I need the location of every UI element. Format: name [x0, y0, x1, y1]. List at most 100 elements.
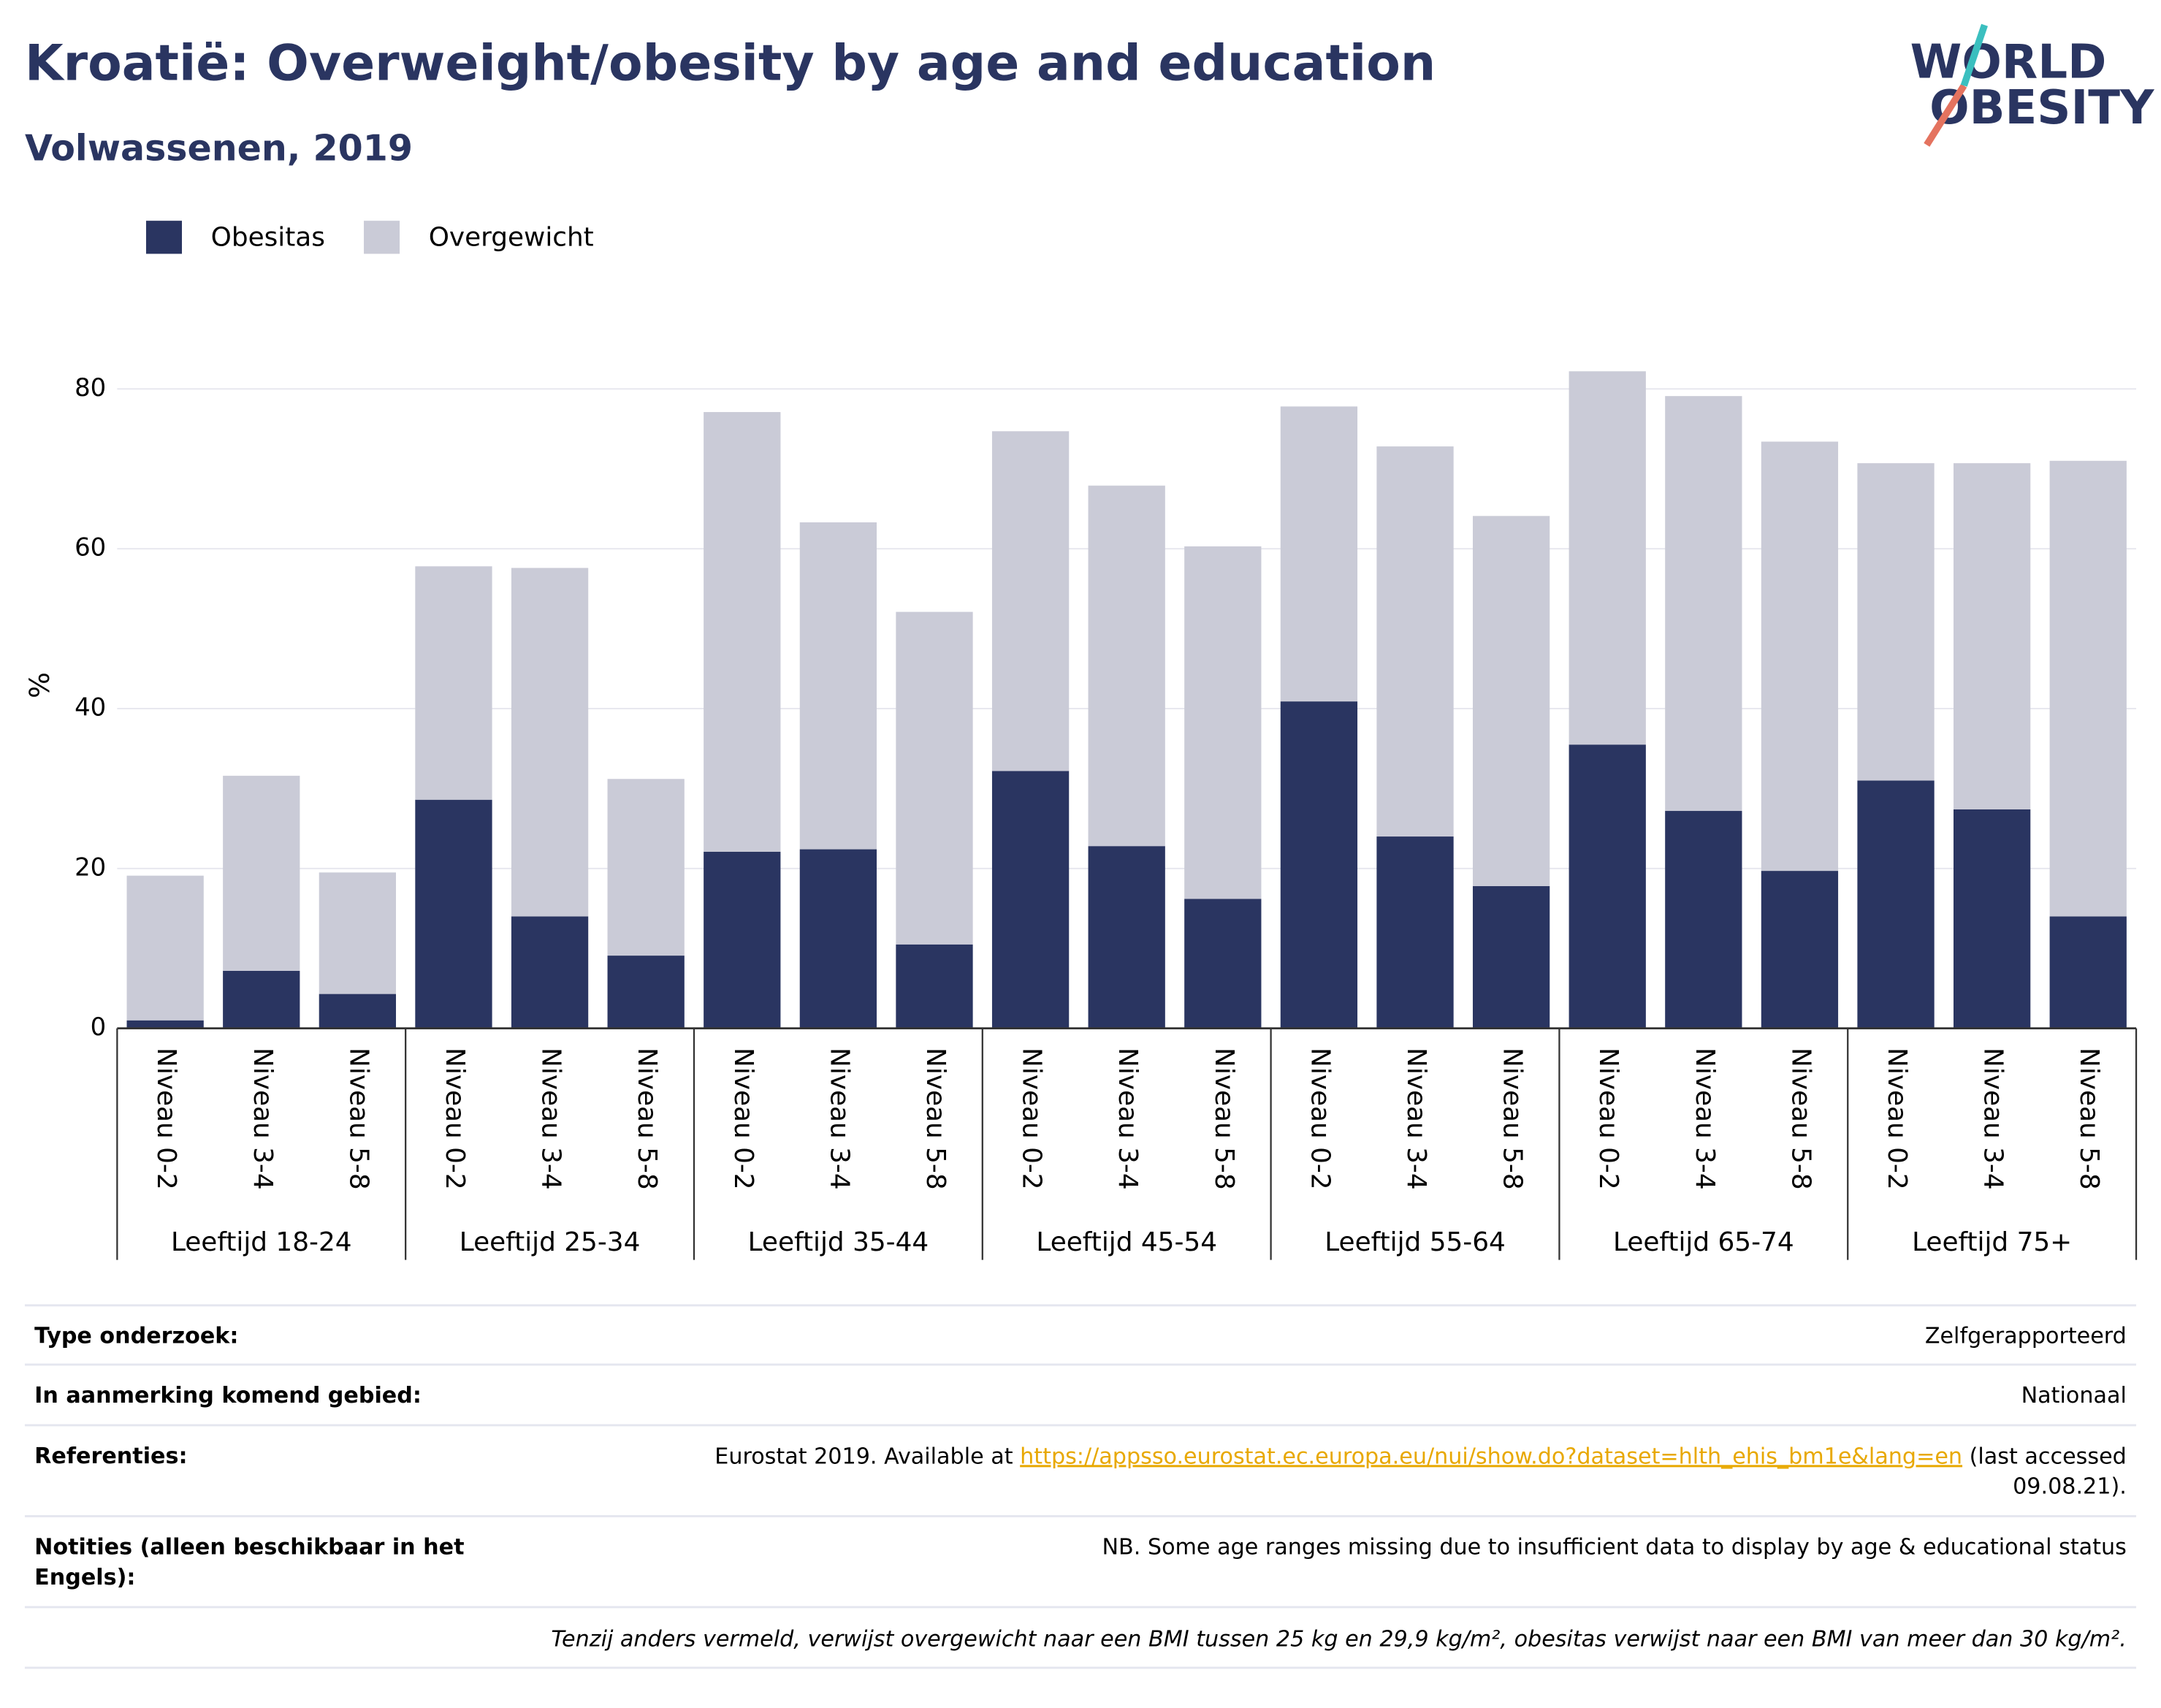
- footnote: Tenzij anders vermeld, verwijst overgewi…: [551, 1627, 2126, 1652]
- bar-segment: [704, 851, 781, 1029]
- bar-segment: [1569, 744, 1646, 1029]
- row-label: Referenties:: [34, 1444, 187, 1469]
- group-label: Leeftijd 18-24: [171, 1227, 352, 1257]
- bar-segment: [1472, 516, 1550, 886]
- row-label: Engels):: [34, 1565, 135, 1590]
- bar-segment: [415, 799, 492, 1029]
- bar-segment: [1761, 441, 1839, 872]
- x-tick-label: Niveau 5-8: [2074, 1048, 2104, 1190]
- bar-segment: [1376, 446, 1454, 837]
- bar-segment: [1184, 546, 1262, 899]
- x-tick-label: Niveau 3-4: [1978, 1048, 2008, 1190]
- bar-segment: [1857, 780, 1935, 1029]
- legend-swatch: [364, 221, 400, 254]
- y-axis-label: %: [23, 672, 56, 698]
- y-tick-label: 40: [75, 693, 106, 722]
- logo: WORLD OBESITY: [1910, 23, 2155, 147]
- row-value: NB. Some age ranges missing due to insuf…: [1102, 1534, 2126, 1560]
- x-tick-label: Niveau 5-8: [1498, 1048, 1528, 1190]
- x-tick-label: Niveau 3-4: [536, 1048, 566, 1190]
- bar-segment: [1953, 463, 2031, 809]
- bar-segment: [607, 956, 685, 1029]
- bar-segment: [319, 994, 397, 1029]
- x-tick-label: Niveau 3-4: [1401, 1048, 1431, 1190]
- group-label: Leeftijd 75+: [1912, 1227, 2072, 1257]
- bar-segment: [607, 779, 685, 956]
- group-label: Leeftijd 25-34: [460, 1227, 641, 1257]
- x-tick-label: Niveau 5-8: [632, 1048, 662, 1190]
- chart-subtitle: Volwassenen, 2019: [25, 126, 413, 169]
- bar-segment: [1184, 899, 1262, 1029]
- bar-segment: [991, 771, 1070, 1029]
- bar-segment: [511, 916, 589, 1029]
- bar-segment: [1088, 846, 1165, 1029]
- x-tick-label: Niveau 5-8: [1209, 1048, 1239, 1190]
- row-value-text: Eurostat 2019. Available at: [714, 1444, 1020, 1469]
- group-label: Leeftijd 45-54: [1036, 1227, 1217, 1257]
- group-label: Leeftijd 35-44: [748, 1227, 929, 1257]
- bar-segment: [1857, 463, 1935, 781]
- bar-segment: [511, 568, 589, 917]
- x-tick-label: Niveau 3-4: [1113, 1048, 1143, 1190]
- bar-segment: [2049, 460, 2127, 917]
- x-tick-label: Niveau 5-8: [921, 1048, 950, 1190]
- y-tick-label: 0: [91, 1013, 107, 1042]
- bar-segment: [1472, 885, 1550, 1029]
- bar-segment: [704, 412, 781, 852]
- bar-segment: [896, 944, 973, 1029]
- x-tick-label: Niveau 0-2: [1593, 1048, 1623, 1190]
- bar-segment: [415, 566, 492, 800]
- legend-label: Obesitas: [211, 223, 325, 253]
- bar-segment: [1953, 809, 2031, 1029]
- legend-label: Overgewicht: [429, 223, 594, 253]
- x-tick-label: Niveau 5-8: [1785, 1048, 1815, 1190]
- row-value: Zelfgerapporteerd: [1925, 1324, 2127, 1349]
- bar-segment: [223, 970, 300, 1029]
- bar-segment: [1761, 871, 1839, 1029]
- x-tick-label: Niveau 0-2: [1305, 1048, 1335, 1190]
- y-tick-label: 80: [75, 373, 106, 403]
- row-value: Eurostat 2019. Available at https://apps…: [714, 1444, 2127, 1469]
- row-label: Type onderzoek:: [34, 1324, 238, 1349]
- x-tick-label: Niveau 0-2: [440, 1048, 470, 1190]
- bar-segment: [1376, 836, 1454, 1029]
- row-value-text: (last accessed: [1962, 1444, 2127, 1469]
- bar-segment: [1665, 396, 1742, 812]
- y-tick-label: 60: [75, 533, 106, 563]
- bar-segment: [1088, 485, 1165, 847]
- x-tick-label: Niveau 0-2: [1882, 1048, 1912, 1190]
- bar-segment: [2049, 916, 2127, 1029]
- row-label: In aanmerking komend gebied:: [34, 1383, 422, 1408]
- x-tick-label: Niveau 3-4: [824, 1048, 854, 1190]
- logo-text: OBESITY: [1929, 80, 2155, 135]
- logo-slash: [1924, 83, 1967, 147]
- x-tick-label: Niveau 3-4: [248, 1048, 278, 1190]
- group-label: Leeftijd 65-74: [1613, 1227, 1794, 1257]
- group-label: Leeftijd 55-64: [1325, 1227, 1506, 1257]
- x-tick-label: Niveau 5-8: [343, 1048, 373, 1190]
- bar-segment: [126, 1020, 204, 1029]
- bar-segment: [896, 611, 973, 945]
- reference-link: https://appsso.eurostat.ec.europa.eu/nui…: [1020, 1444, 1962, 1469]
- y-tick-label: 20: [75, 853, 106, 882]
- bar-segment: [1569, 371, 1646, 745]
- bar-segment: [126, 875, 204, 1021]
- legend-swatch: [145, 221, 183, 254]
- logo-slash: [1960, 23, 1988, 87]
- bar-segment: [799, 849, 877, 1029]
- x-tick-label: Niveau 0-2: [151, 1048, 181, 1190]
- x-tick-label: Niveau 3-4: [1690, 1048, 1720, 1190]
- x-tick-label: Niveau 0-2: [1017, 1048, 1047, 1190]
- bar-segment: [799, 522, 877, 850]
- x-tick-label: Niveau 0-2: [728, 1048, 758, 1190]
- bar-segment: [1280, 701, 1358, 1029]
- bar-segment: [223, 775, 300, 971]
- bar-segment: [991, 431, 1070, 771]
- bar-segment: [319, 872, 397, 994]
- row-label: Notities (alleen beschikbaar in het: [34, 1534, 464, 1560]
- bar-segment: [1665, 811, 1742, 1029]
- row-value: Nationaal: [2021, 1383, 2127, 1408]
- bar-segment: [1280, 406, 1358, 702]
- chart-title: Kroatië: Overweight/obesity by age and e…: [25, 34, 1436, 92]
